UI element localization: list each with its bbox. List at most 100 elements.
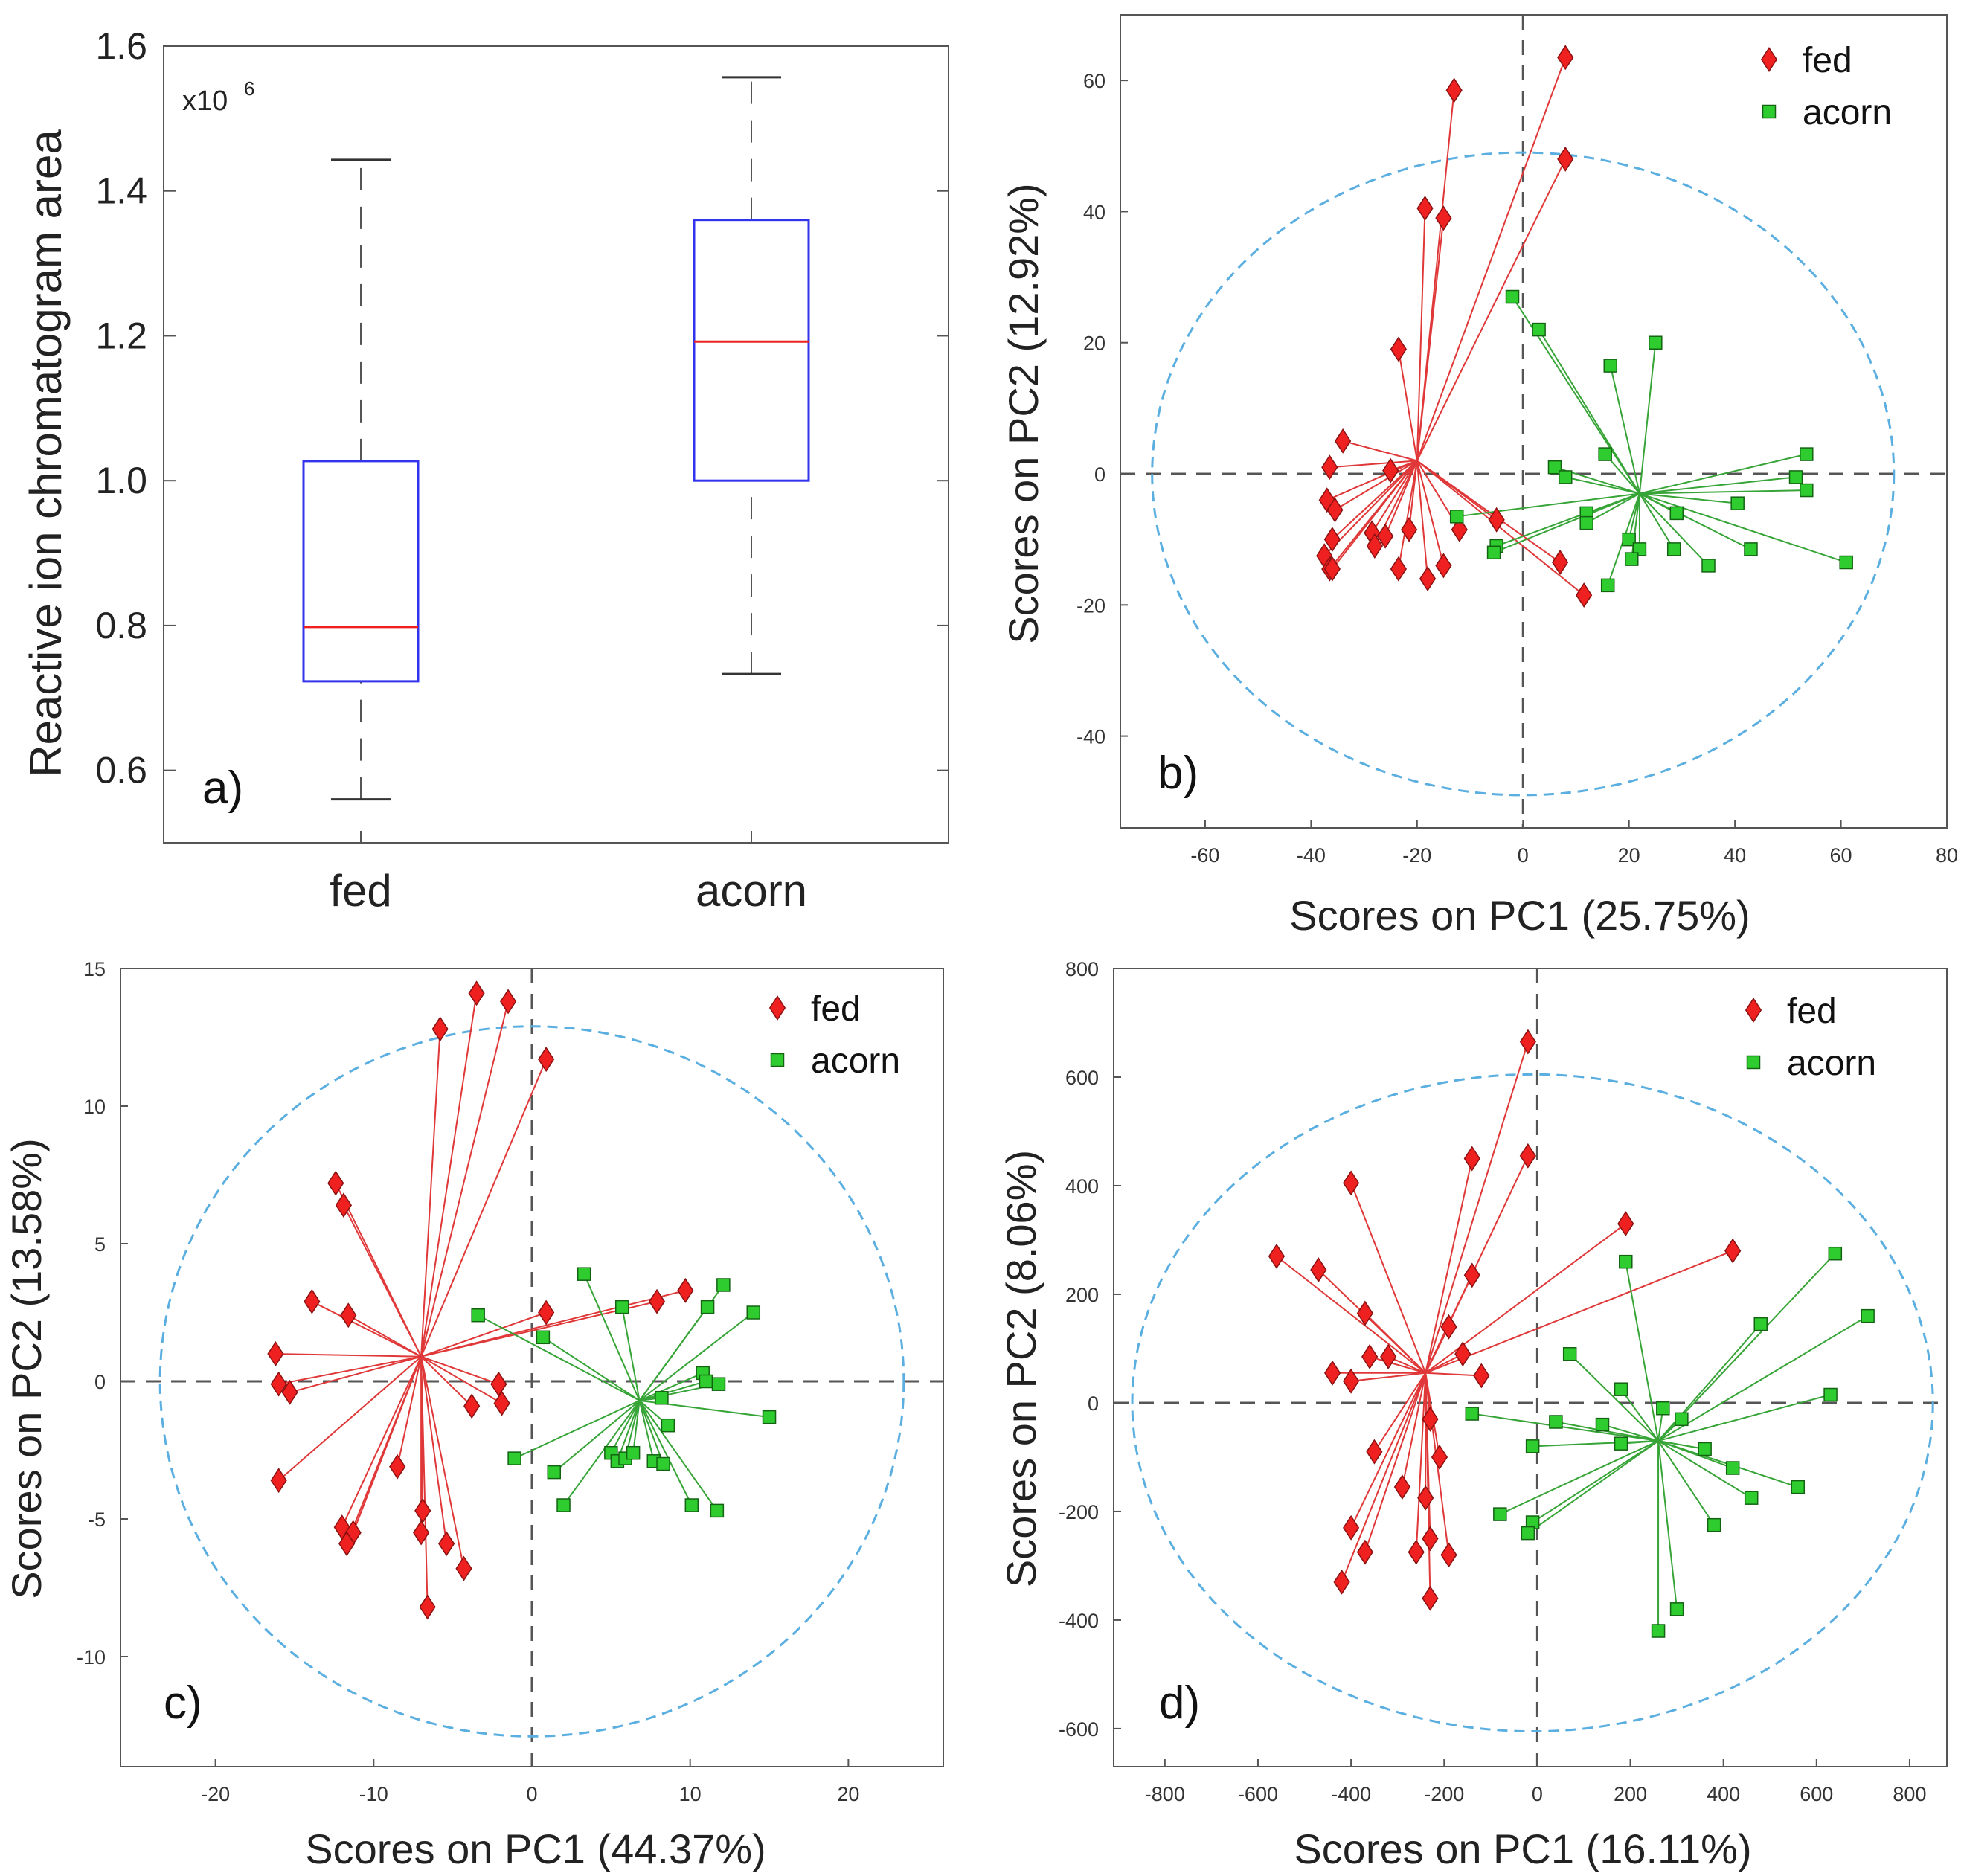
fed-point [419,1594,436,1620]
acorn-point [1558,470,1573,484]
y-tick-label: -10 [77,1646,106,1668]
plot-frame-b [1120,14,1948,829]
fed-link-line [1425,1158,1473,1374]
fed-point [1343,1170,1360,1196]
acorn-link-line [1657,1394,1831,1442]
fed-link-line [275,1353,422,1358]
fed-point [1519,1143,1536,1169]
fed-point [327,1170,344,1196]
legend-fed-label: fed [811,989,861,1029]
acorn-point [699,1374,713,1389]
fed-point [1408,1539,1425,1565]
fed-link-line [1364,1372,1427,1552]
fed-link-line [1416,460,1429,579]
fed-link-line [1425,1223,1626,1374]
acorn-link-line [1639,489,1807,495]
fed-link-line [1369,1355,1426,1374]
acorn-link-line [1657,1440,1752,1499]
panel-a: 0.6 0.8 1.0 1.2 1.4 1.6 x10 6 Reactive ion chrom… [21,25,949,916]
acorn-point [1707,1517,1721,1532]
acorn-point [547,1465,562,1480]
y-tick-label: -200 [1059,1501,1099,1523]
fed-point [1376,523,1394,549]
acorn-link-line [639,1381,707,1401]
fed-point [1323,556,1341,582]
fed-point [1422,1526,1439,1552]
y-tick-label: 15 [83,958,106,980]
fed-link-line [1425,1372,1431,1599]
acorn-point [1649,335,1663,350]
x-tick-label: -800 [1145,1783,1185,1805]
fed-point [1401,516,1418,542]
x-axis-label: Scores on PC1 (44.37%) [305,1825,766,1872]
confidence-ellipse [158,1025,905,1738]
y-tick-label: 0 [94,1371,106,1393]
acorn-link-line [1639,492,1710,567]
plot-frame-d [1113,968,1948,1767]
x-tick-label: -400 [1331,1783,1371,1805]
acorn-link-line [1639,492,1738,504]
acorn-link-line [1639,492,1847,563]
fed-point [340,1302,357,1329]
acorn-point [1669,1602,1684,1616]
fed-link-line [420,1356,448,1544]
acorn-point [1725,1461,1740,1475]
legend-acorn-marker [1762,104,1777,119]
multiplier-label: x10 [182,86,228,117]
fed-point [1356,1300,1373,1326]
y-tick-label: 0 [1094,463,1105,486]
fed-link-line [1416,158,1567,461]
multiplier-exponent: 6 [244,77,254,100]
fed-point [1617,1211,1634,1237]
acorn-point [746,1305,761,1320]
acorn-point [1493,1507,1507,1521]
fed-link-line [347,1314,422,1358]
acorn-link-line [1512,296,1640,495]
fed-point [1440,1314,1457,1340]
acorn-link-line [1532,1440,1659,1523]
fed-point [1323,527,1341,553]
acorn-point [626,1445,641,1460]
fed-point [1333,1569,1350,1595]
fed-point [1366,533,1383,559]
acorn-point [1505,289,1520,304]
x-category-label: fed [330,866,391,916]
fed-point [493,1390,510,1416]
acorn-link-line [639,1311,754,1401]
acorn-point [1595,1417,1610,1432]
fed-point [490,1371,507,1397]
acorn-link-line [616,1400,641,1462]
acorn-link-line [1657,1440,1678,1610]
fed-point [389,1453,406,1480]
acorn-point [1800,483,1814,498]
panel-b: -60 -40 -20 0 20 40 60 80 -40 -20 0 20 40 60 fed acorn S… [1000,14,1958,939]
acorn-link-line [1628,493,1640,540]
panel-d: -800 -600 -400 -200 0 200 400 600 800 -600 -400 -20… [998,958,1948,1872]
fed-point [414,1497,431,1523]
fed-star-lines [1323,57,1585,596]
fed-link-line [1332,460,1418,570]
x-tick-label: 10 [679,1783,702,1805]
fed-point [335,1192,352,1218]
fed-point [1343,1514,1360,1541]
fed-point [1417,1485,1434,1511]
acorn-point [1549,1415,1563,1429]
fed-point [1557,45,1574,71]
fed-link-line [343,1204,423,1358]
fed-point [1435,205,1452,231]
acorn-point [1744,1491,1759,1505]
acorn-point [1619,1254,1633,1269]
acorn-point [1614,1436,1628,1451]
acorn-point [1698,1442,1712,1456]
acorn-markers [1449,289,1853,593]
y-tick-label: -40 [1076,726,1105,748]
acorn-point [1839,555,1853,570]
y-axis-label: Reactive ion chromatogram area [21,129,71,777]
x-tick-label: 80 [1936,844,1958,867]
y-tick-label: 0.8 [95,605,147,646]
acorn-point [1656,1401,1670,1416]
y-tick-label: 60 [1083,70,1105,92]
fed-point [1576,582,1593,608]
acorn-point [1788,470,1803,484]
fed-link-line [1384,460,1418,537]
